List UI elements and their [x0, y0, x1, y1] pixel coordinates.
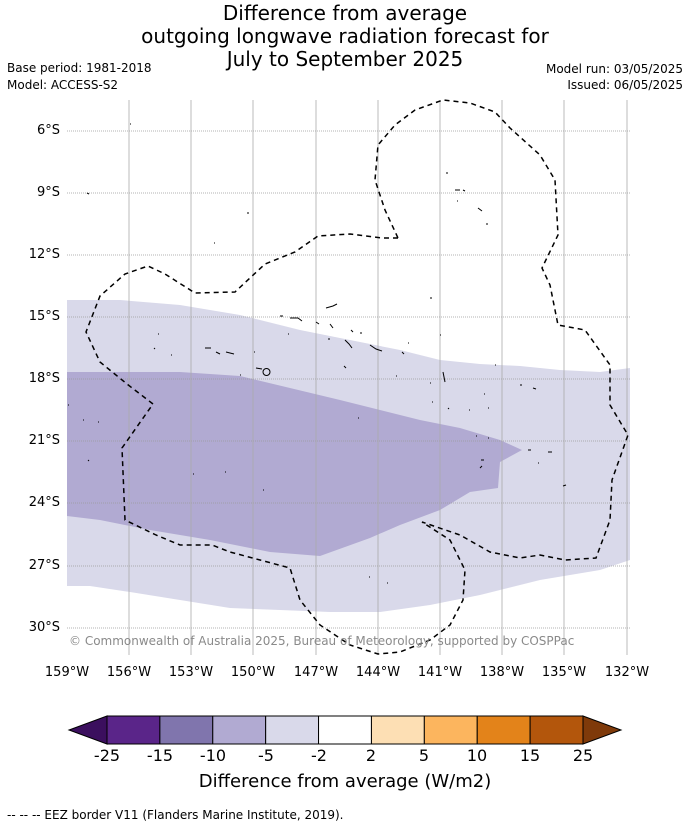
lat-label: 21°S: [28, 433, 60, 448]
colorbar-box: [318, 715, 372, 745]
lat-label: 30°S: [28, 620, 60, 635]
colorbar-label: Difference from average (W/m2): [198, 771, 492, 792]
lon-label: 132°W: [604, 665, 650, 680]
colorbar-boxes: [106, 715, 584, 745]
map-title-line-2: outgoing longwave radiation forecast for: [141, 24, 549, 48]
lon-label: 159°W: [44, 665, 90, 680]
colorbar: [67, 715, 623, 745]
colorbar-tick: 10: [466, 746, 488, 765]
colorbar-box: [476, 715, 531, 745]
colorbar-box: [159, 715, 214, 745]
colorbar-tick: -25: [93, 746, 121, 765]
colorbar-box: [423, 715, 478, 745]
lon-label: 141°W: [417, 665, 463, 680]
lat-label: 6°S: [36, 123, 60, 138]
colorbar-tick: -10: [199, 746, 227, 765]
map-title-line-3: July to September 2025: [226, 47, 464, 71]
colorbar-box: [106, 715, 161, 745]
anomaly-band-minus-10-to-minus-5: [67, 372, 522, 556]
colorbar-underflow-triangle: [67, 715, 108, 745]
eez-footnote: -- -- -- EEZ border V11 (Flanders Marine…: [7, 808, 344, 822]
map-title-line-1: Difference from average: [222, 1, 468, 25]
lon-label: 144°W: [355, 665, 401, 680]
colorbar-tick: 2: [365, 746, 377, 765]
anomaly-shading: [67, 300, 630, 612]
colorbar-overflow-triangle: [582, 715, 623, 745]
colorbar-tick: 15: [519, 746, 541, 765]
lon-label: 153°W: [168, 665, 214, 680]
colorbar-tick: -15: [146, 746, 174, 765]
copyright-text: © Commonwealth of Australia 2025, Bureau…: [69, 634, 575, 648]
meridian-lines: [128, 100, 628, 655]
lat-label: 27°S: [28, 558, 60, 573]
islands: [68, 123, 567, 584]
model-name-text: Model: ACCESS-S2: [7, 78, 119, 92]
eez-border: [85, 99, 629, 655]
colorbar-tick: -2: [311, 746, 327, 765]
lat-label: 9°S: [36, 185, 60, 200]
base-period-text: Base period: 1981-2018: [7, 61, 152, 75]
colorbar-tick: 25: [572, 746, 594, 765]
lat-label: 24°S: [28, 495, 60, 510]
lon-label: 147°W: [293, 665, 339, 680]
model-run-text: Model run: 03/05/2025: [545, 62, 683, 76]
lon-label: 150°W: [230, 665, 276, 680]
lon-label: 135°W: [541, 665, 587, 680]
colorbar-tick: 5: [418, 746, 430, 765]
lat-label: 15°S: [28, 309, 60, 324]
colorbar-tick: -5: [258, 746, 274, 765]
colorbar-box: [529, 715, 584, 745]
lon-label: 138°W: [479, 665, 525, 680]
lat-label: 12°S: [28, 247, 60, 262]
colorbar-box: [370, 715, 425, 745]
lon-label: 156°W: [106, 665, 152, 680]
colorbar-box: [212, 715, 267, 745]
issued-date-text: Issued: 06/05/2025: [567, 78, 683, 92]
colorbar-box: [265, 715, 320, 745]
lat-label: 18°S: [28, 371, 60, 386]
